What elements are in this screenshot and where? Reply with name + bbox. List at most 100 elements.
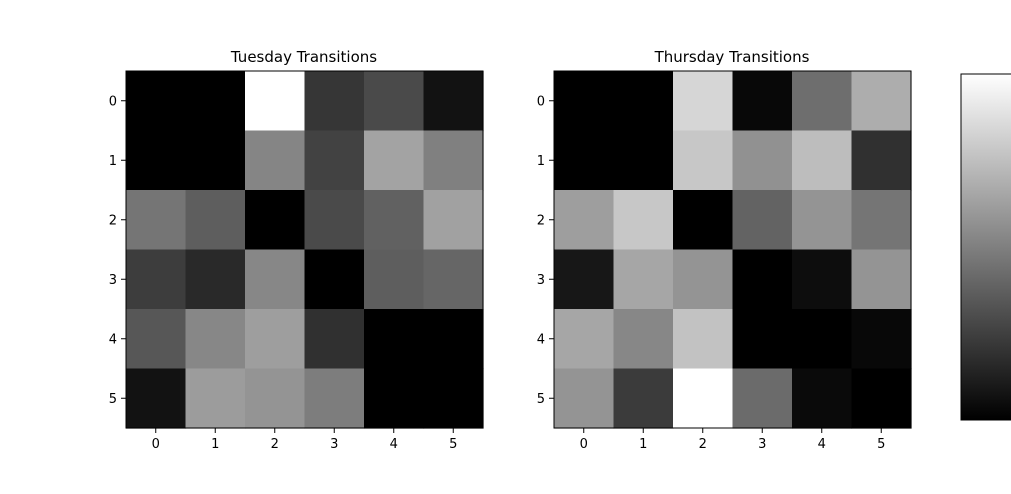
- x-tick-label-tuesday-5: 5: [449, 437, 457, 452]
- heatmap-cell-thursday-r1-c1: [613, 130, 674, 191]
- heatmap-cell-thursday-r4-c5: [851, 309, 912, 370]
- heatmap-cell-tuesday-r5-c1: [185, 368, 246, 429]
- heatmap-cell-thursday-r0-c2: [673, 71, 734, 132]
- heatmap-cell-thursday-r2-c3: [732, 190, 793, 251]
- heatmap-cell-thursday-r2-c2: [673, 190, 734, 251]
- heatmap-cell-thursday-r4-c1: [613, 309, 674, 370]
- heatmap-cell-thursday-r1-c4: [792, 130, 853, 191]
- x-tick-label-tuesday-1: 1: [211, 437, 219, 452]
- heatmap-cell-tuesday-r3-c1: [185, 249, 246, 310]
- heatmap-cell-tuesday-r2-c1: [185, 190, 246, 251]
- heatmap-cell-thursday-r4-c4: [792, 309, 853, 370]
- heatmap-cell-tuesday-r0-c2: [245, 71, 306, 132]
- heatmap-cell-tuesday-r0-c0: [126, 71, 187, 132]
- heatmap-cell-thursday-r1-c5: [851, 130, 912, 191]
- heatmap-cell-tuesday-r0-c5: [423, 71, 484, 132]
- heatmap-cell-thursday-r5-c5: [851, 368, 912, 429]
- x-tick-label-thursday-1: 1: [639, 437, 647, 452]
- heatmap-cell-tuesday-r2-c0: [126, 190, 187, 251]
- heatmap-cell-thursday-r3-c1: [613, 249, 674, 310]
- heatmap-cell-thursday-r4-c3: [732, 309, 793, 370]
- x-tick-label-tuesday-4: 4: [390, 437, 398, 452]
- heatmap-cell-tuesday-r5-c0: [126, 368, 187, 429]
- colorbar: [960, 73, 1011, 421]
- heatmap-cell-thursday-r1-c0: [554, 130, 615, 191]
- heatmap-cell-tuesday-r2-c4: [364, 190, 425, 251]
- heatmap-cell-tuesday-r0-c3: [304, 71, 365, 132]
- heatmap-cell-thursday-r5-c4: [792, 368, 853, 429]
- heatmap-cell-tuesday-r0-c1: [185, 71, 246, 132]
- y-tick-label-tuesday-5: 5: [109, 392, 117, 407]
- y-tick-label-thursday-1: 1: [537, 154, 545, 169]
- heatmap-cell-tuesday-r2-c2: [245, 190, 306, 251]
- heatmap-cell-thursday-r3-c4: [792, 249, 853, 310]
- heatmap-cell-tuesday-r0-c4: [364, 71, 425, 132]
- plot-frame-tuesday: [125, 70, 484, 429]
- plot-frame-thursday: [553, 70, 912, 429]
- colorbar-gradient: [960, 73, 1011, 421]
- heatmap-cell-thursday-r2-c1: [613, 190, 674, 251]
- heatmap-cell-thursday-r0-c3: [732, 71, 793, 132]
- heatmap-thursday: Thursday Transitions 0 1 2 3 4 5 0 1 2 3 4 5: [537, 48, 912, 452]
- heatmap-cell-thursday-r3-c3: [732, 249, 793, 310]
- heatmap-cell-thursday-r5-c3: [732, 368, 793, 429]
- heatmap-cell-thursday-r3-c5: [851, 249, 912, 310]
- heatmap-cell-tuesday-r5-c3: [304, 368, 365, 429]
- heatmap-cell-thursday-r3-c2: [673, 249, 734, 310]
- axis-ticks-thursday: 0 1 2 3 4 5 0 1 2 3 4 5: [537, 94, 886, 452]
- heatmap-cell-thursday-r0-c5: [851, 71, 912, 132]
- heatmap-cell-tuesday-r3-c4: [364, 249, 425, 310]
- chart-title-tuesday: Tuesday Transitions: [230, 48, 377, 66]
- heatmap-tuesday: Tuesday Transitions 0 1 2 3 4 5 0 1 2 3 4 5: [109, 48, 484, 452]
- heatmap-cell-tuesday-r4-c0: [126, 309, 187, 370]
- heatmap-cell-tuesday-r4-c1: [185, 309, 246, 370]
- y-tick-label-tuesday-4: 4: [109, 332, 117, 347]
- heatmap-cell-tuesday-r1-c5: [423, 130, 484, 191]
- x-tick-label-tuesday-0: 0: [152, 437, 160, 452]
- heatmap-cell-thursday-r2-c0: [554, 190, 615, 251]
- heatmap-cell-thursday-r4-c2: [673, 309, 734, 370]
- heatmap-cell-tuesday-r4-c5: [423, 309, 484, 370]
- heatmap-cell-thursday-r0-c1: [613, 71, 674, 132]
- x-tick-label-tuesday-3: 3: [330, 437, 338, 452]
- heatmap-cells-tuesday: [126, 71, 484, 429]
- x-tick-label-tuesday-2: 2: [271, 437, 279, 452]
- heatmap-cell-tuesday-r5-c2: [245, 368, 306, 429]
- heatmap-cell-tuesday-r2-c5: [423, 190, 484, 251]
- heatmap-cell-tuesday-r1-c0: [126, 130, 187, 191]
- x-tick-label-thursday-2: 2: [699, 437, 707, 452]
- x-tick-label-thursday-3: 3: [758, 437, 766, 452]
- heatmap-cell-thursday-r0-c4: [792, 71, 853, 132]
- y-tick-label-tuesday-2: 2: [109, 213, 117, 228]
- heatmap-cell-thursday-r5-c1: [613, 368, 674, 429]
- heatmap-cell-tuesday-r4-c3: [304, 309, 365, 370]
- y-tick-label-thursday-4: 4: [537, 332, 545, 347]
- heatmap-cell-tuesday-r4-c2: [245, 309, 306, 370]
- heatmap-cell-tuesday-r3-c2: [245, 249, 306, 310]
- x-tick-label-thursday-5: 5: [877, 437, 885, 452]
- heatmap-cell-thursday-r2-c5: [851, 190, 912, 251]
- heatmap-cell-tuesday-r3-c5: [423, 249, 484, 310]
- heatmap-cell-tuesday-r1-c3: [304, 130, 365, 191]
- heatmap-cell-tuesday-r5-c4: [364, 368, 425, 429]
- axis-ticks-tuesday: 0 1 2 3 4 5 0 1 2 3 4 5: [109, 94, 458, 452]
- heatmap-cell-tuesday-r1-c4: [364, 130, 425, 191]
- y-tick-label-thursday-5: 5: [537, 392, 545, 407]
- heatmap-cell-thursday-r1-c2: [673, 130, 734, 191]
- x-tick-label-thursday-0: 0: [580, 437, 588, 452]
- y-tick-label-thursday-2: 2: [537, 213, 545, 228]
- y-tick-label-thursday-3: 3: [537, 273, 545, 288]
- heatmap-cell-thursday-r1-c3: [732, 130, 793, 191]
- heatmap-cell-tuesday-r5-c5: [423, 368, 484, 429]
- heatmap-cell-tuesday-r2-c3: [304, 190, 365, 251]
- heatmap-cell-tuesday-r1-c2: [245, 130, 306, 191]
- heatmap-cell-thursday-r0-c0: [554, 71, 615, 132]
- heatmap-cells-thursday: [554, 71, 912, 429]
- heatmap-cell-tuesday-r3-c3: [304, 249, 365, 310]
- heatmap-cell-thursday-r3-c0: [554, 249, 615, 310]
- heatmap-cell-tuesday-r1-c1: [185, 130, 246, 191]
- chart-title-thursday: Thursday Transitions: [654, 48, 810, 66]
- heatmap-cell-thursday-r5-c2: [673, 368, 734, 429]
- y-tick-label-tuesday-0: 0: [109, 94, 117, 109]
